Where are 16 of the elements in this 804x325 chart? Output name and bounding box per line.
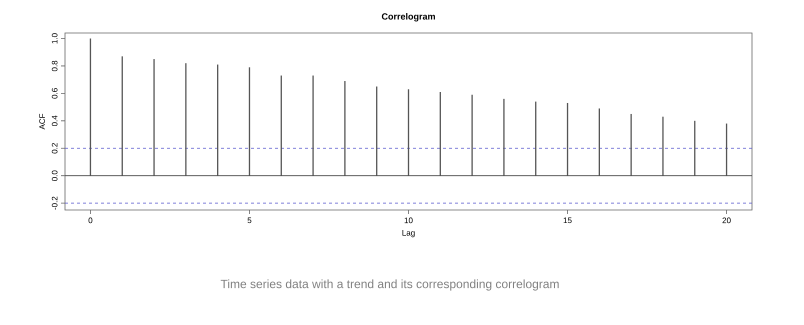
- x-tick-label: 0: [88, 218, 92, 224]
- y-tick-label: 0.6: [52, 88, 58, 99]
- x-tick-label: 5: [248, 218, 252, 224]
- x-tick-label: 10: [404, 218, 413, 224]
- y-tick-label: 0.0: [52, 170, 58, 181]
- x-tick-label: 20: [722, 218, 731, 224]
- y-tick-label: 1.0: [52, 33, 58, 44]
- y-tick-label: 0.4: [52, 115, 58, 126]
- x-tick-label: 15: [564, 218, 572, 224]
- y-axis-title: ACF: [39, 114, 45, 130]
- y-tick-label: 0.8: [52, 60, 58, 72]
- y-tick-label: -0.2: [52, 196, 58, 210]
- text: Time series data with a trend and its corresponding correlogram: [220, 279, 559, 291]
- y-tick-label: 0.2: [52, 143, 58, 154]
- chart-title: Correlogram: [382, 13, 435, 22]
- x-axis-title: Lag: [402, 230, 415, 238]
